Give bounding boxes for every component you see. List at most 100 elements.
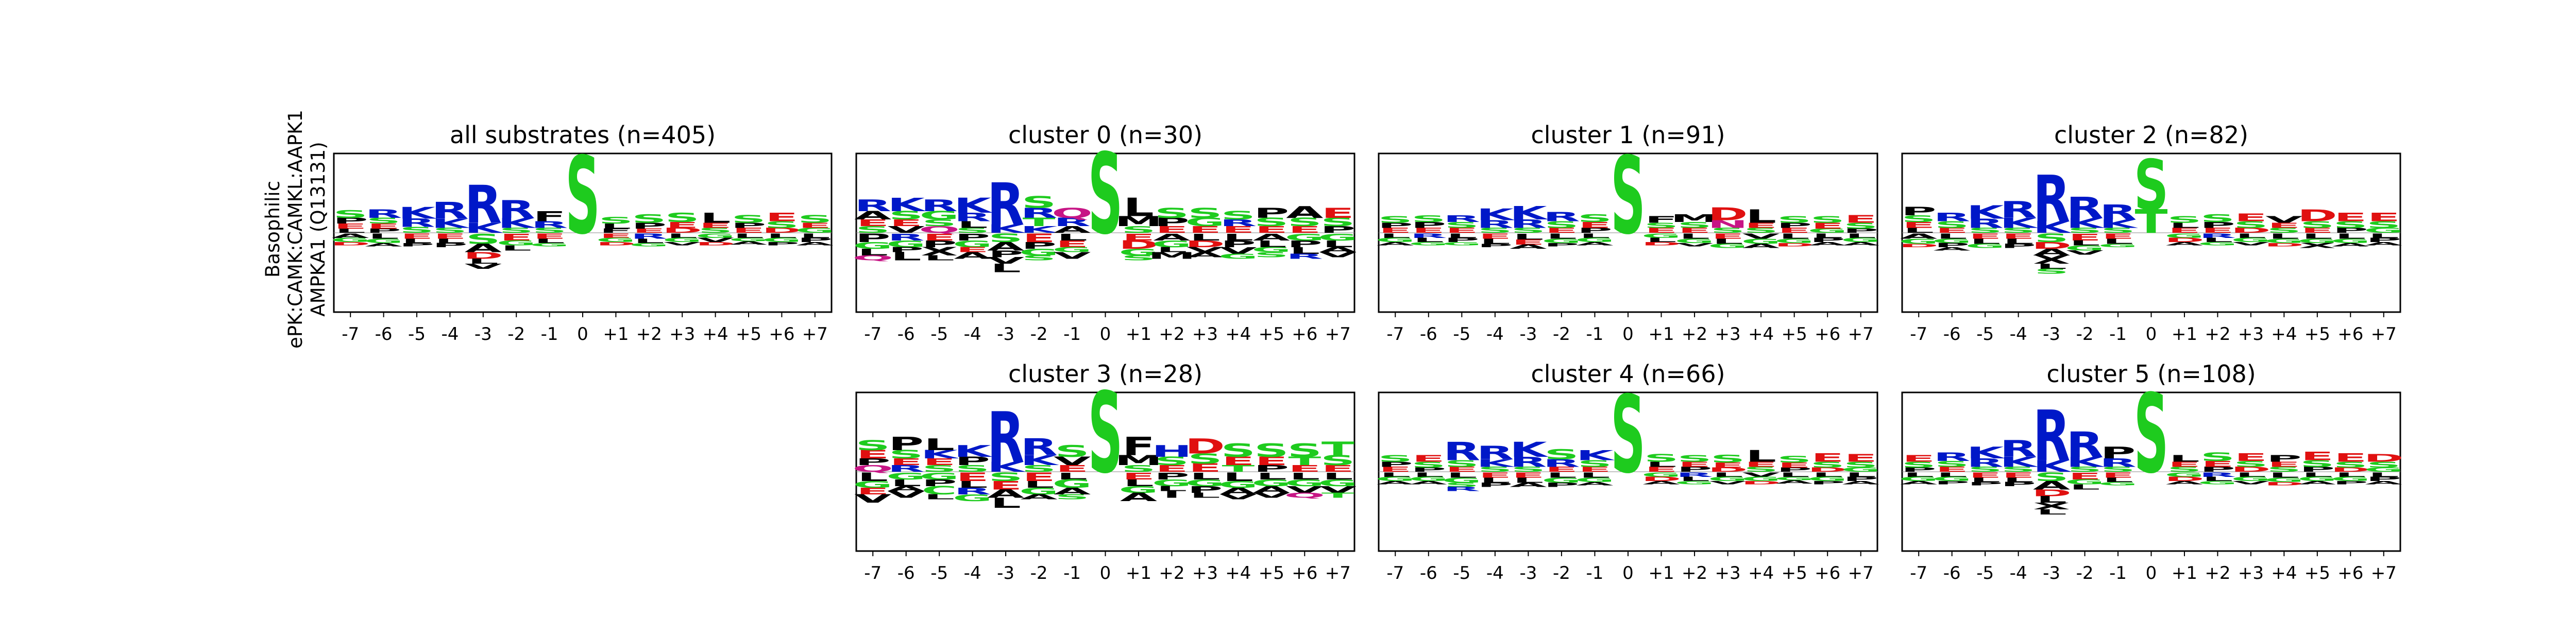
logo-letter: T — [1222, 463, 1255, 474]
x-tick-label: -7 — [342, 324, 359, 345]
x-tick-label: +4 — [1225, 563, 1251, 583]
x-tick-label: -6 — [1420, 563, 1437, 583]
logo-letter: G — [1218, 479, 1258, 490]
logo-letter: S — [1743, 466, 1778, 474]
logo-letter: E — [2301, 450, 2334, 463]
logo-letter: S — [1902, 213, 1936, 224]
logo-column: DSE LGV — [2231, 451, 2271, 486]
logo-letter: P — [955, 455, 990, 468]
logo-letter: S — [1378, 214, 1413, 225]
logo-letter: L — [2003, 237, 2034, 246]
logo-letter: P — [1934, 480, 1970, 486]
logo-letter: S — [1843, 460, 1878, 469]
logo-letter: R — [954, 486, 991, 496]
logo-letter: P — [1810, 237, 1845, 244]
x-tick-label: -3 — [2043, 563, 2060, 583]
logo-letter: P — [1843, 228, 1878, 234]
logo-letter: A — [1253, 232, 1290, 243]
logo-letter: A — [1742, 243, 1780, 249]
logo-letter: D — [696, 241, 736, 247]
x-tick-label: +5 — [1259, 563, 1284, 583]
logo-letter: R — [365, 207, 402, 220]
logo-letter: P — [1411, 467, 1446, 473]
logo-letter: K — [1576, 448, 1615, 464]
logo-letter: A — [1377, 480, 1414, 486]
logo-letter: E — [2234, 451, 2267, 464]
logo-letter: L — [1713, 237, 1743, 246]
logo-letter: R — [2000, 436, 2037, 462]
x-tick-label: +2 — [1682, 324, 1707, 345]
logo-letter: R — [987, 398, 1024, 478]
logo-letter: A — [796, 241, 834, 247]
logo-letter: L — [2036, 494, 2067, 505]
logo-letter: E — [1288, 224, 1321, 235]
logo-letter: L — [1223, 471, 1254, 484]
logo-letter: G — [1541, 237, 1581, 244]
logo-panel: cluster 5 (n=108)PSELGA-7ESRLGP-6SRKELP-… — [1899, 360, 2404, 583]
logo-letter: G — [1932, 237, 1972, 244]
logo-letter: S — [2233, 219, 2268, 230]
logo-letter: L — [1970, 237, 2001, 246]
logo-letter: L — [601, 222, 632, 230]
logo-letter: E — [2102, 471, 2134, 479]
logo-letter: G — [497, 239, 536, 247]
x-tick-label: +7 — [1848, 324, 1874, 345]
logo-letter: S — [2167, 466, 2201, 474]
x-tick-label: -6 — [1943, 324, 1961, 345]
logo-letter: D — [762, 226, 802, 234]
logo-letter: S — [1254, 251, 1289, 259]
logo-letter: L — [1812, 472, 1843, 478]
logo-letter: K — [1967, 443, 2006, 462]
logo-letter: D — [1185, 434, 1225, 458]
logo-letter: G — [1119, 247, 1159, 258]
x-tick-label: +1 — [2172, 324, 2197, 345]
logo-letter: S — [1221, 439, 1256, 461]
logo-letter: L — [990, 495, 1021, 511]
logo-letter: L — [1157, 485, 1188, 493]
logo-panel: cluster 3 (n=28)QPESLGEV-7RESPGLAV-6SEKL… — [852, 360, 1358, 583]
logo-letter: P — [2001, 480, 2036, 487]
logo-letter: E — [799, 221, 832, 230]
logo-letter: K — [1020, 452, 1059, 468]
logo-letter: S — [2366, 460, 2401, 469]
logo-letter: D — [1741, 480, 1781, 486]
logo-letter: L — [1745, 447, 1776, 466]
logo-letter: G — [853, 479, 893, 490]
logo-letter: K — [2099, 217, 2139, 231]
logo-letter: L — [1970, 476, 2001, 483]
logo-column: ESF GLD — [1641, 214, 1682, 247]
logo-letter: E — [890, 217, 923, 228]
logo-letter: A — [2033, 479, 2071, 492]
logo-letter: G — [1965, 243, 2005, 249]
logo-letter: D — [2264, 481, 2304, 487]
logo-letter: D — [2231, 227, 2271, 235]
logo-letter: Q — [852, 254, 893, 262]
x-tick-label: -3 — [1519, 324, 1537, 345]
x-tick-label: +5 — [1782, 324, 1807, 345]
logo-panel: cluster 0 (n=30)SEARPGLQ-7VESKRGPL-6QSGR… — [852, 121, 1358, 345]
logo-letter: S — [2333, 219, 2368, 230]
logo-letter: L — [1713, 472, 1743, 478]
x-tick-label: +7 — [2371, 324, 2397, 345]
logo-letter: G — [886, 238, 926, 249]
x-tick-label: +2 — [2205, 324, 2230, 345]
logo-letter: I — [1163, 489, 1181, 500]
logo-letter: L — [1812, 233, 1843, 239]
logo-letter: L — [1289, 471, 1320, 482]
logo-column: SRK ELP — [1967, 443, 2006, 486]
logo-letter: S — [2233, 459, 2268, 469]
x-tick-label: -2 — [1553, 563, 1570, 583]
logo-letter: V — [1319, 251, 1357, 259]
logo-letter: G — [1708, 243, 1748, 249]
logo-letter: G — [1774, 476, 1814, 482]
logo-letter: K — [1477, 457, 1516, 470]
logo-letter: L — [335, 228, 366, 234]
logo-letter: E — [890, 456, 923, 467]
logo-letter: G — [2297, 237, 2337, 244]
